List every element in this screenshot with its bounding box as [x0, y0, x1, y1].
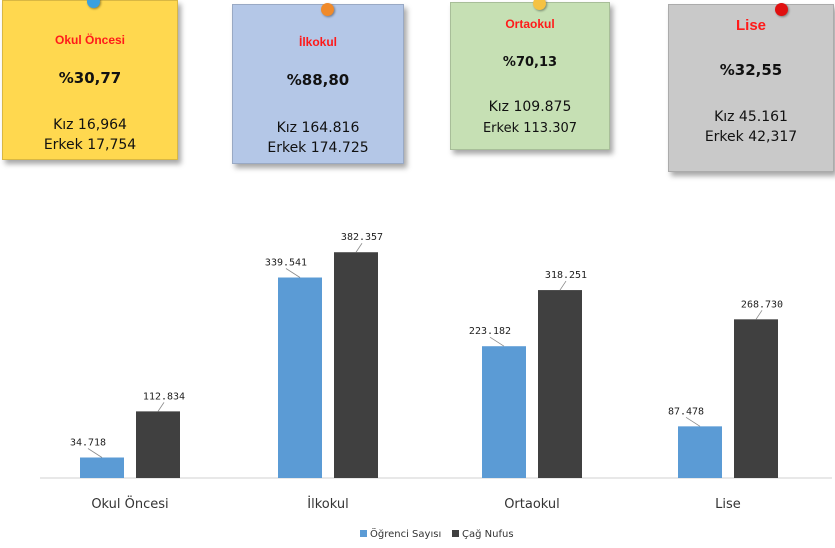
card-percent: %70,13: [502, 55, 558, 70]
data-label: 318.251: [545, 270, 587, 281]
data-label: 34.718: [70, 437, 106, 448]
card-title: Okul Öncesi: [54, 33, 126, 47]
x-tick-label: Ortaokul: [504, 497, 560, 512]
data-label-leader: [355, 243, 363, 253]
bar-cag-2: [538, 290, 582, 478]
x-tick-label: Okul Öncesi: [91, 495, 168, 512]
bar-ogrenci-2: [482, 346, 526, 478]
pin-icon: [87, 0, 100, 8]
data-label: 223.182: [469, 326, 511, 337]
card-boys: Erkek 17,754: [43, 137, 137, 153]
legend-swatch: [360, 530, 367, 537]
legend-swatch: [452, 530, 459, 537]
card-percent: %88,80: [286, 71, 350, 89]
card-ilkokul: İlkokul %88,80 Kız 164.816 Erkek 174.725: [232, 3, 404, 164]
legend-entry: Öğrenci Sayısı: [370, 527, 441, 540]
card-boys: Erkek 113.307: [482, 121, 578, 136]
data-label: 112.834: [143, 391, 185, 402]
card-okul-oncesi: Okul Öncesi %30,77 Kız 16,964 Erkek 17,7…: [2, 0, 178, 160]
legend: Öğrenci Sayısı Çağ Nufus: [360, 527, 514, 540]
data-label-leader: [285, 268, 301, 278]
card-percent: %30,77: [58, 69, 122, 87]
data-label-leader: [489, 336, 505, 347]
data-label: 339.541: [265, 258, 307, 269]
data-label: 268.730: [741, 299, 783, 310]
pin-icon: [321, 3, 334, 16]
card-girls: Kız 164.816: [276, 120, 360, 136]
data-label-leader: [755, 310, 763, 320]
bar-ogrenci-0: [80, 457, 124, 478]
card-lise: Lise %32,55 Kız 45.161 Erkek 42,317: [668, 3, 834, 172]
x-tick-label: Lise: [715, 497, 741, 512]
data-label: 382.357: [341, 232, 383, 243]
data-label-leader: [87, 448, 103, 458]
data-label-leader: [157, 402, 165, 412]
pin-icon: [533, 0, 546, 10]
bar-ogrenci-3: [678, 426, 722, 478]
bar-cag-1: [334, 252, 378, 478]
data-label-leader: [559, 280, 567, 291]
card-title: Ortaokul: [505, 17, 555, 31]
x-tick-label: İlkokul: [307, 496, 348, 512]
bar-cag-3: [734, 319, 778, 478]
card-ortaokul: Ortaokul %70,13 Kız 109.875 Erkek 113.30…: [450, 0, 610, 150]
card-girls: Kız 45.161: [714, 109, 788, 125]
card-title: Lise: [735, 17, 766, 34]
card-girls: Kız 16,964: [53, 117, 127, 133]
legend-entry: Çağ Nufus: [462, 528, 514, 540]
card-boys: Erkek 174.725: [267, 140, 369, 156]
card-boys: Erkek 42,317: [704, 129, 798, 145]
bar-cag-0: [136, 411, 180, 478]
bar-ogrenci-1: [278, 277, 322, 478]
pin-icon: [775, 3, 788, 16]
data-label: 87.478: [668, 406, 704, 417]
card-percent: %32,55: [719, 61, 783, 79]
card-girls: Kız 109.875: [488, 99, 572, 115]
card-title: İlkokul: [298, 35, 337, 49]
data-label-leader: [685, 417, 701, 427]
